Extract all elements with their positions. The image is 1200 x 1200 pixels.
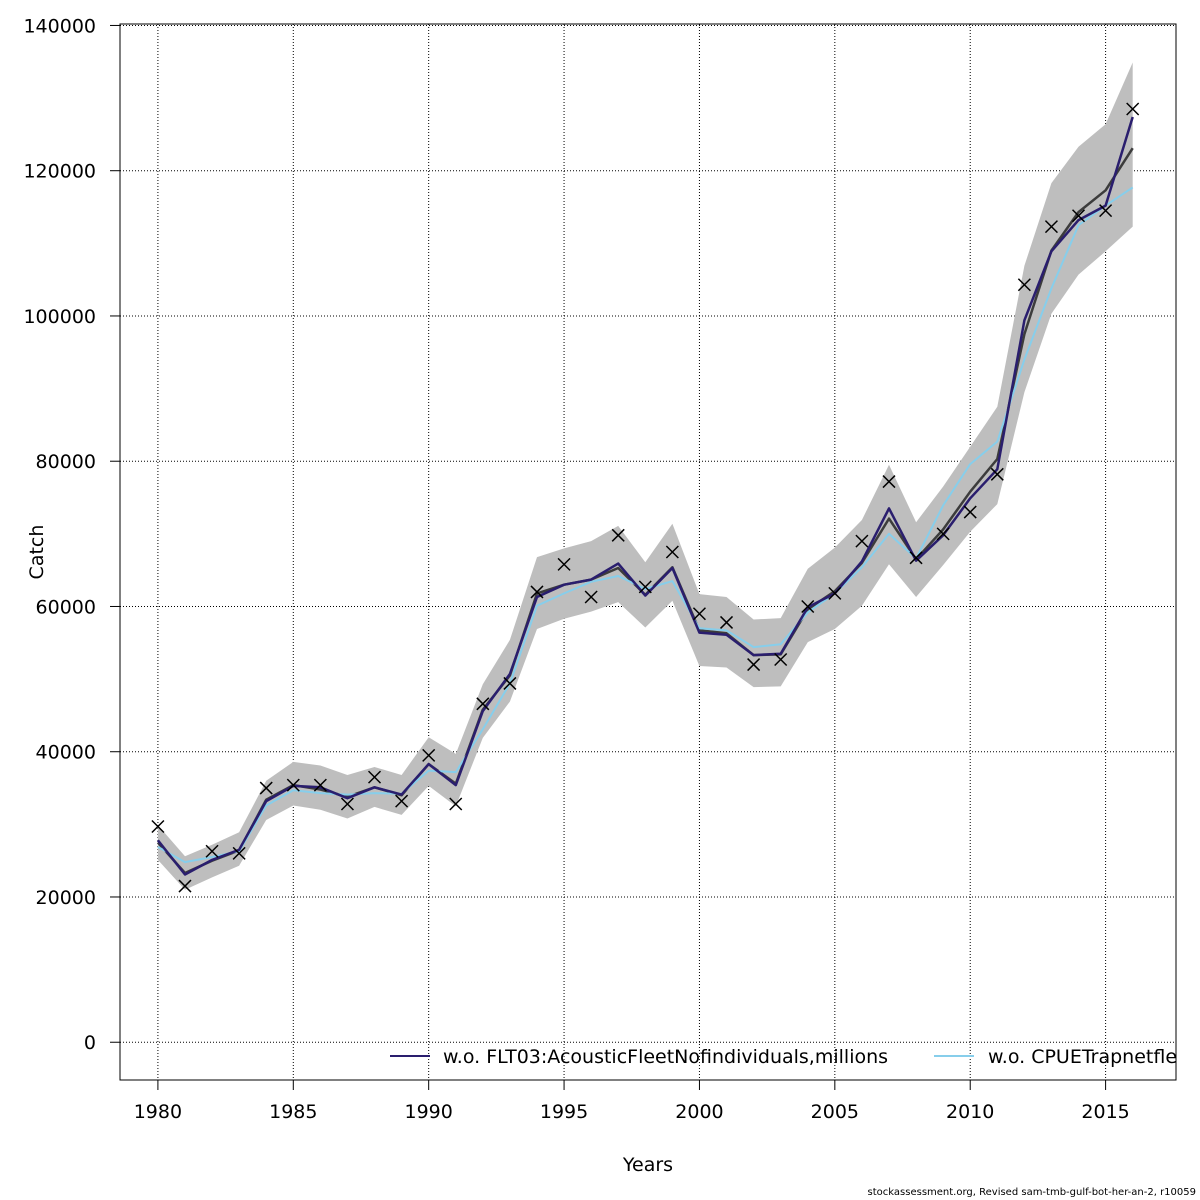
observed-point-2005 bbox=[828, 586, 842, 600]
legend: w.o. FLT03:AcousticFleetNofindividuals,m… bbox=[390, 1046, 1196, 1068]
series-lines bbox=[156, 116, 1134, 876]
observed-point-1997 bbox=[611, 528, 625, 542]
y-tick-label-80000: 80000 bbox=[36, 451, 96, 473]
observed-point-1990 bbox=[422, 748, 436, 762]
x-tick-label-1980: 1980 bbox=[134, 1101, 182, 1123]
observed-point-2000 bbox=[692, 607, 706, 621]
observed-point-1993 bbox=[503, 676, 517, 690]
observed-point-2008 bbox=[909, 551, 923, 565]
observed-point-2015 bbox=[1099, 204, 1113, 218]
plot-frame bbox=[119, 23, 1177, 1081]
y-tick-label-60000: 60000 bbox=[36, 596, 96, 618]
observed-point-2011 bbox=[990, 467, 1004, 481]
confidence-band-layer bbox=[157, 62, 1133, 890]
observed-point-2006 bbox=[855, 534, 869, 548]
observed-point-1992 bbox=[476, 697, 490, 711]
x-tick-label-1990: 1990 bbox=[404, 1101, 452, 1123]
observed-point-2016 bbox=[1126, 102, 1140, 116]
observed-point-2007 bbox=[882, 475, 896, 489]
x-tick-label-2010: 2010 bbox=[946, 1101, 994, 1123]
observed-point-1985 bbox=[286, 778, 300, 792]
x-tick-label-2005: 2005 bbox=[811, 1101, 859, 1123]
observed-point-2013 bbox=[1044, 220, 1058, 234]
observed-point-1980 bbox=[151, 820, 165, 834]
series-line-acoustic bbox=[156, 116, 1134, 876]
observed-point-2014 bbox=[1071, 209, 1086, 223]
observed-point-1998 bbox=[638, 580, 652, 594]
legend-label-trapnet: w.o. CPUETrapnetfleet bbox=[988, 1046, 1196, 1068]
observed-point-2010 bbox=[963, 505, 977, 519]
y-tick-label-120000: 120000 bbox=[23, 161, 96, 183]
observed-point-1988 bbox=[367, 770, 382, 784]
observed-point-2003 bbox=[774, 652, 788, 667]
observed-point-1999 bbox=[665, 545, 679, 559]
y-axis-title: Catch bbox=[26, 525, 48, 580]
observed-point-1991 bbox=[449, 797, 463, 811]
observed-point-1987 bbox=[340, 797, 354, 811]
axes: 1980 1985 1990 1995 2000 2005 2010 2015 0 20000 40… bbox=[23, 15, 1129, 1123]
y-tick-label-100000: 100000 bbox=[23, 306, 96, 328]
series-line-trapnet bbox=[157, 186, 1134, 864]
x-tick-label-2000: 2000 bbox=[675, 1101, 723, 1123]
observed-point-1995 bbox=[557, 557, 571, 571]
observed-point-2012 bbox=[1017, 278, 1031, 292]
footer-credit: stockassessment.org, Revised sam-tmb-gul… bbox=[867, 1187, 1196, 1198]
legend-label-acoustic: w.o. FLT03:AcousticFleetNofindividuals,m… bbox=[443, 1046, 888, 1068]
confidence-band bbox=[157, 62, 1133, 890]
y-tick-label-20000: 20000 bbox=[36, 887, 96, 909]
y-tick-label-140000: 140000 bbox=[23, 15, 96, 37]
observed-point-1981 bbox=[178, 879, 192, 893]
y-tick-label-0: 0 bbox=[84, 1032, 96, 1054]
observed-point-2001 bbox=[719, 615, 734, 629]
observed-point-1983 bbox=[232, 846, 246, 860]
observed-point-1984 bbox=[259, 781, 273, 795]
x-tick-label-1995: 1995 bbox=[540, 1101, 588, 1123]
observed-point-1994 bbox=[530, 585, 544, 599]
observed-point-1986 bbox=[313, 778, 327, 792]
observed-point-1989 bbox=[395, 794, 409, 808]
observed-point-2004 bbox=[801, 599, 815, 614]
x-tick-label-2015: 2015 bbox=[1081, 1101, 1129, 1123]
observed-point-1996 bbox=[584, 590, 598, 604]
observed-point-2002 bbox=[747, 658, 761, 672]
x-tick-label-1985: 1985 bbox=[269, 1101, 317, 1123]
observed-point-2009 bbox=[936, 527, 950, 541]
y-tick-label-40000: 40000 bbox=[36, 742, 96, 764]
observed-point-1982 bbox=[205, 844, 219, 858]
x-axis-title: Years bbox=[622, 1154, 673, 1176]
observed-points bbox=[151, 102, 1140, 893]
